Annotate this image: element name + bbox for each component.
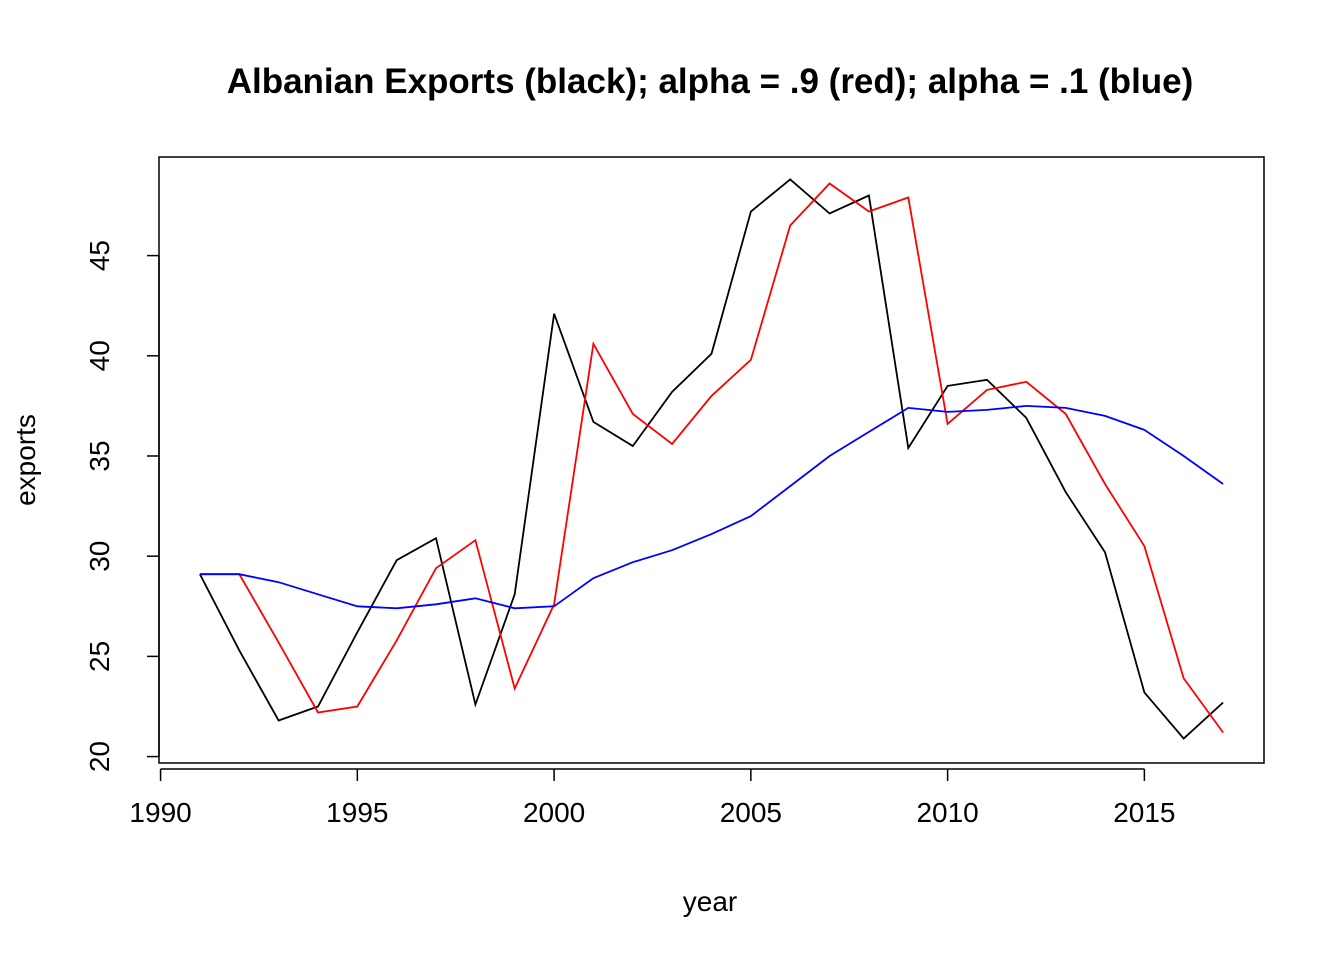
y-tick-label: 40: [84, 340, 115, 371]
x-tick-label: 1990: [129, 797, 191, 828]
y-tick-label: 20: [84, 741, 115, 772]
plot-frame: [158, 156, 1265, 764]
series-line-1: [199, 178, 1224, 740]
y-tick-label: 25: [84, 641, 115, 672]
x-axis-label: year: [683, 886, 737, 917]
x-tick-label: 2000: [523, 797, 585, 828]
y-tick-label: 35: [84, 440, 115, 471]
x-axis: 1990 1995 2000 2005 2010 2015: [129, 768, 1176, 828]
series-line-2: [199, 182, 1224, 734]
x-tick-label: 1995: [326, 797, 388, 828]
series-line-3: [199, 404, 1224, 610]
x-tick-label: 2015: [1113, 797, 1175, 828]
series-layer: [199, 178, 1224, 740]
y-axis-label: exports: [10, 414, 41, 506]
x-tick-label: 2010: [916, 797, 978, 828]
y-tick-label: 30: [84, 541, 115, 572]
y-axis: 20 25 30 35 40 45: [84, 240, 160, 772]
x-tick-label: 2005: [720, 797, 782, 828]
y-tick-label: 45: [84, 240, 115, 271]
chart-title: Albanian Exports (black); alpha = .9 (re…: [227, 62, 1194, 101]
